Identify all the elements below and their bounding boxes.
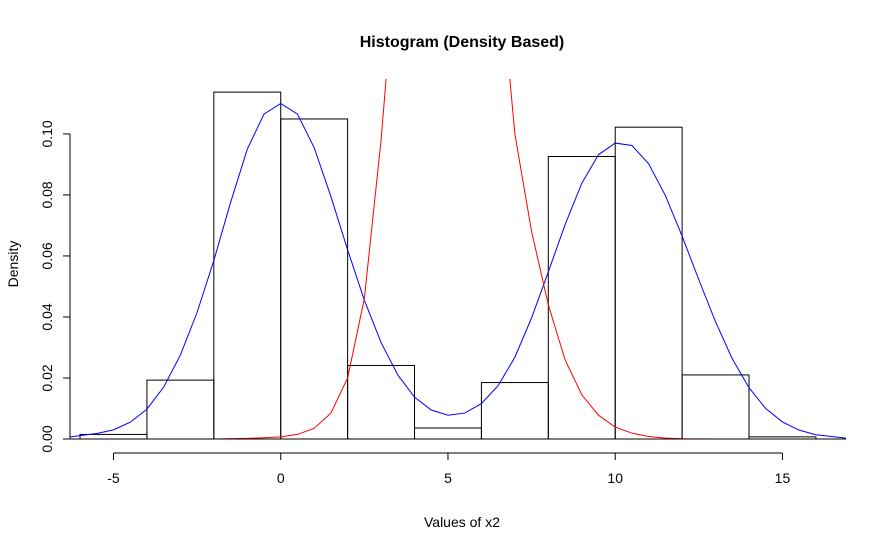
x-tick-label: 5 [444,470,452,486]
x-tick-label: 10 [607,470,623,486]
y-tick-label: 0.02 [39,364,55,391]
histogram-bar [614,126,683,440]
red-density-curve [70,79,387,439]
histogram-bar [414,427,482,440]
histogram-bar [280,118,349,440]
histogram-bar [681,374,750,440]
histogram-bar [79,433,148,440]
histogram-bars [79,91,817,440]
histogram-bar [480,382,549,440]
x-axis-label: Values of x2 [424,514,500,530]
blue-density-curve [70,102,846,439]
y-tick-label: 0.06 [39,242,55,269]
histogram-bar [146,379,215,440]
x-tick-label: 15 [775,470,791,486]
histogram-bar [547,155,616,440]
density-curves [70,79,846,439]
chart-title: Histogram (Density Based) [360,34,565,51]
y-axis-label: Density [5,241,21,288]
y-tick-label: 0.10 [39,120,55,147]
x-tick-label: -5 [107,470,120,486]
axes: -5 0 5 10 15 0.00 0.02 0.04 0.06 0.08 0.10 [39,120,846,486]
x-tick-label: 0 [277,470,285,486]
histogram-bar [347,364,416,440]
y-tick-label: 0.00 [39,425,55,452]
histogram-bar [213,91,282,440]
y-tick-label: 0.08 [39,181,55,208]
red-density-curve [509,79,846,439]
y-tick-label: 0.04 [39,303,55,330]
